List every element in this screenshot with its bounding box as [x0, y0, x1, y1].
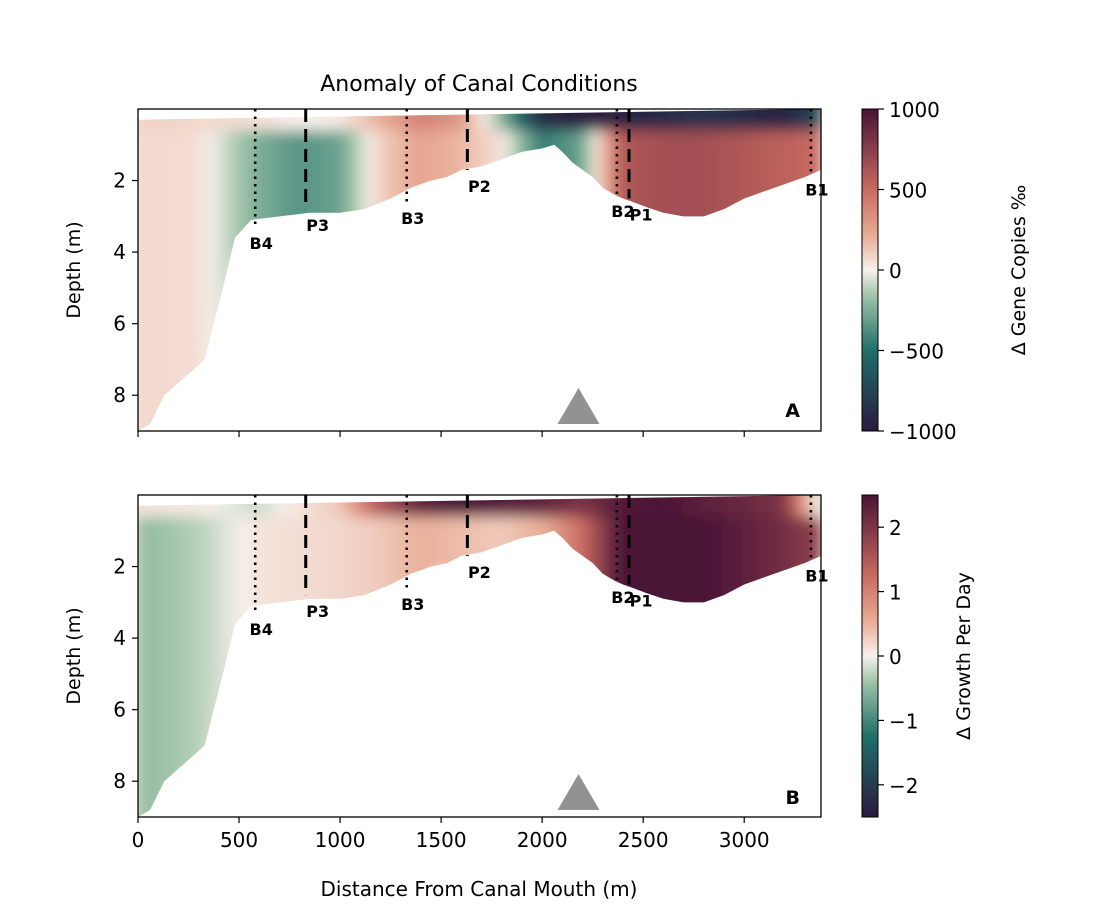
marker-label-b3: B3 [401, 209, 424, 228]
panel-a-x-ticks [137, 431, 745, 437]
marker-label-b2: B2 [611, 202, 634, 221]
marker-label-b4: B4 [250, 234, 273, 253]
panel-a-colorbar-ticks: 1000 500 0 −500 −1000 [878, 98, 957, 444]
colorbar-tick-label: −2 [889, 774, 918, 798]
colorbar-tick-label: 0 [889, 259, 902, 283]
y-tick-label: 4 [113, 626, 126, 650]
x-tick-label: 500 [220, 828, 258, 852]
marker-label-p3: P3 [306, 216, 329, 235]
colorbar-tick-label: −1000 [889, 420, 957, 444]
y-tick-label: 8 [113, 383, 126, 407]
y-tick-label: 2 [113, 555, 126, 579]
marker-label-b1: B1 [805, 180, 828, 199]
panel-b-colorbar-ticks: 2 1 0 −1 −2 [878, 516, 918, 798]
panel-a-y-ticks: 2 4 6 8 [113, 169, 138, 407]
panel-b-triangle-marker [557, 774, 600, 810]
panel-a-frame [137, 108, 822, 432]
marker-label-p3: P3 [306, 602, 329, 621]
x-tick-label: 1000 [315, 828, 366, 852]
x-axis-label: Distance From Canal Mouth (m) [321, 877, 638, 901]
panel-a-field [138, 109, 821, 431]
y-tick-label: 8 [113, 769, 126, 793]
colorbar-tick-label: −500 [889, 340, 944, 364]
panel-b-colorbar-label: Δ Growth Per Day [953, 572, 975, 740]
panel-b-colorbar [861, 494, 879, 818]
y-tick-label: 6 [113, 698, 126, 722]
x-tick-label: 3000 [719, 828, 770, 852]
colorbar-tick-label: 1000 [889, 98, 940, 122]
panel-a: B4 B3 B2 B1 P3 P2 P1 2 4 6 8 Depth (m) A 1000 500 0… [63, 98, 1030, 444]
panel-b-frame [137, 494, 822, 818]
x-tick-label: 1500 [416, 828, 467, 852]
colorbar-tick-label: 2 [889, 516, 902, 540]
panel-b-label: B [786, 787, 800, 809]
colorbar-tick-label: 0 [889, 645, 902, 669]
marker-label-p2: P2 [468, 563, 491, 582]
marker-label-p1: P1 [630, 205, 653, 224]
panel-a-y-label: Depth (m) [63, 221, 85, 318]
marker-label-p1: P1 [630, 591, 653, 610]
panel-a-colorbar-label: Δ Gene Copies ‰ [1008, 185, 1030, 356]
x-tick-label: 2500 [618, 828, 669, 852]
marker-label-b3: B3 [401, 595, 424, 614]
panel-b-y-ticks: 2 4 6 8 [113, 555, 138, 793]
panel-a-triangle-marker [557, 388, 600, 424]
panel-b-field [138, 495, 821, 817]
marker-label-p2: P2 [468, 177, 491, 196]
panel-b-x-ticks: 0 500 1000 1500 2000 2500 3000 [132, 817, 770, 852]
marker-label-b4: B4 [250, 620, 273, 639]
x-tick-label: 2000 [517, 828, 568, 852]
panel-b-y-label: Depth (m) [63, 607, 85, 704]
panel-a-label: A [785, 400, 800, 422]
panel-a-markers: B4 B3 B2 B1 P3 P2 P1 [250, 109, 829, 253]
panel-a-colorbar [861, 108, 879, 432]
y-tick-label: 4 [113, 240, 126, 264]
chart-title: Anomaly of Canal Conditions [320, 72, 638, 97]
colorbar-tick-label: −1 [889, 709, 918, 733]
x-tick-label: 0 [132, 828, 145, 852]
y-tick-label: 6 [113, 312, 126, 336]
colorbar-tick-label: 1 [889, 581, 902, 605]
y-tick-label: 2 [113, 169, 126, 193]
marker-label-b2: B2 [611, 588, 634, 607]
marker-label-b1: B1 [805, 566, 828, 585]
panel-b-markers: B4 B3 B2 B1 P3 P2 P1 [250, 495, 829, 639]
colorbar-tick-label: 500 [889, 179, 927, 203]
